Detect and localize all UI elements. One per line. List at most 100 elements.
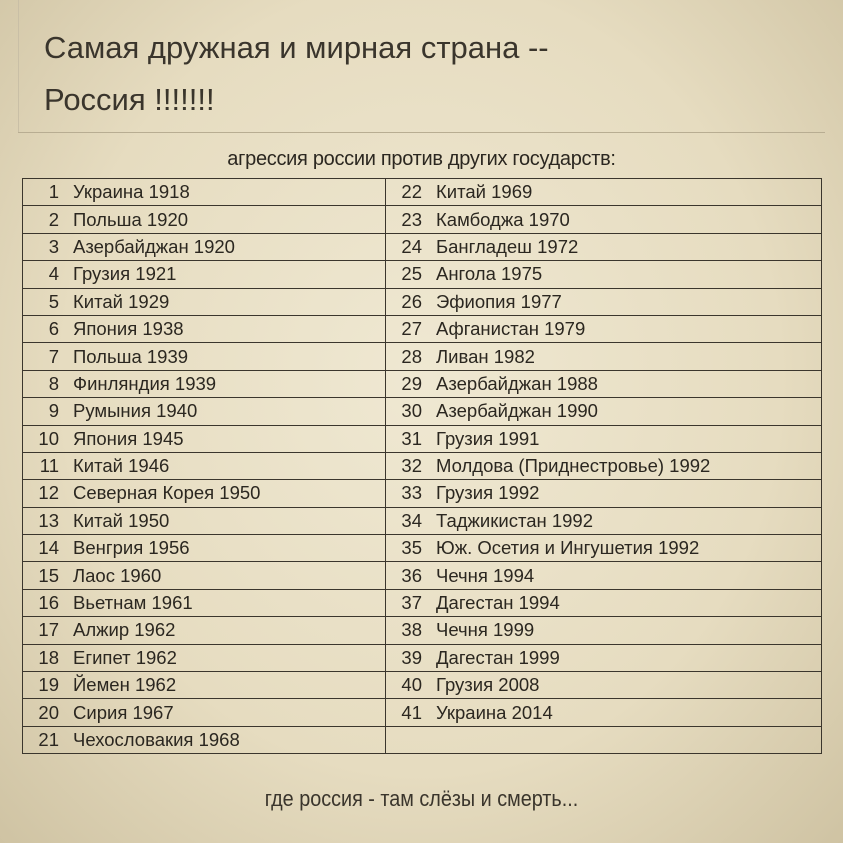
row-number: 17 [38,619,59,641]
table-row: 15 Лаос 1960 36 Чечня 1994 [22,561,822,590]
table-row: 16 Вьетнам 1961 37 Дагестан 1994 [22,588,822,618]
row-number: 36 [401,564,422,586]
country-year: Бангладеш 1972 [436,235,579,257]
table-cell: 9 Румыния 1940 [22,397,386,426]
country-year: Молдова (Приднестровье) 1992 [436,455,711,477]
table-cell: 37 Дагестан 1994 [385,588,822,618]
country-year: Украина 2014 [436,701,553,723]
table-cell: 19 Йемен 1962 [22,671,386,700]
row-number: 27 [401,318,422,340]
divider [18,0,19,132]
row-number: 20 [38,701,59,723]
country-year: Грузия 1991 [436,427,540,449]
country-year: Украина 1918 [73,181,190,203]
table-cell: 21 Чехословакия 1968 [22,725,386,755]
country-year: Япония 1945 [73,427,184,449]
row-number: 24 [401,235,422,257]
country-year: Йемен 1962 [73,674,177,696]
row-number: 19 [38,674,59,696]
table-cell: 11 Китай 1946 [22,451,386,481]
row-number: 31 [401,427,422,449]
row-number: 10 [38,427,59,449]
country-year: Юж. Осетия и Ингушетия 1992 [436,537,700,559]
table-cell: 3 Азербайджан 1920 [22,232,386,262]
table-row: 17 Алжир 1962 38 Чечня 1999 [22,616,822,645]
row-number: 32 [401,455,422,477]
country-year: Китай 1946 [73,455,170,477]
table-cell: 36 Чечня 1994 [385,561,822,590]
table-cell: 25 Ангола 1975 [385,260,822,289]
row-number: 2 [48,208,59,230]
table-cell: 16 Вьетнам 1961 [22,588,386,618]
table-cell [385,725,822,755]
row-number: 15 [38,564,59,586]
country-year: Таджикистан 1992 [436,509,594,531]
country-year: Финляндия 1939 [73,372,217,394]
title-line-2: Россия !!!!!!! [44,82,215,117]
table-cell: 7 Польша 1939 [22,342,386,371]
row-number: 13 [38,509,59,531]
country-year: Япония 1938 [73,318,184,340]
country-year: Грузия 1921 [73,263,177,285]
row-number: 23 [401,208,422,230]
table-row: 2 Польша 1920 23 Камбоджа 1970 [22,205,822,234]
table-row: 21 Чехословакия 1968 [22,725,822,755]
row-number: 9 [48,400,59,422]
table-caption: агрессия россии против других государств… [227,148,616,170]
table-cell: 4 Грузия 1921 [22,260,386,289]
country-year: Ангола 1975 [436,263,543,285]
row-number: 1 [48,181,59,203]
country-year: Китай 1969 [436,181,533,203]
table-cell: 29 Азербайджан 1988 [385,369,822,399]
table-row: 6 Япония 1938 27 Афганистан 1979 [22,314,822,344]
table-cell: 1 Украина 1918 [22,177,386,207]
table-row: 11 Китай 1946 32 Молдова (Приднестровье) 19… [22,451,822,481]
table-cell: 12 Северная Корея 1950 [22,479,386,508]
country-year: Чехословакия 1968 [73,729,240,750]
country-year: Китай 1950 [73,509,170,531]
row-number: 34 [401,509,422,531]
table-cell: 34 Таджикистан 1992 [385,506,822,536]
table-cell: 10 Япония 1945 [22,424,386,453]
table-row: 4 Грузия 1921 25 Ангола 1975 [22,260,822,289]
divider [18,132,825,133]
table-row: 19 Йемен 1962 40 Грузия 2008 [22,671,822,700]
row-number: 33 [401,482,422,504]
table-cell: 8 Финляндия 1939 [22,369,386,399]
row-number: 12 [38,482,59,504]
country-year: Азербайджан 1920 [73,235,235,257]
table-cell: 5 Китай 1929 [22,287,386,316]
country-year: Азербайджан 1988 [436,372,598,394]
table-cell: 30 Азербайджан 1990 [385,397,822,426]
title-line-1: Самая дружная и мирная страна -- [44,30,549,65]
row-number: 11 [39,455,59,477]
row-number: 14 [38,537,59,559]
table-cell: 38 Чечня 1999 [385,616,822,645]
table-cell: 18 Египет 1962 [22,643,386,673]
country-year: Вьетнам 1961 [73,592,193,614]
country-year: Лаос 1960 [73,564,162,586]
row-number: 3 [48,235,59,257]
table-cell: 20 Сирия 1967 [22,698,386,727]
country-year: Польша 1939 [73,345,189,367]
table-row: 8 Финляндия 1939 29 Азербайджан 1988 [22,369,822,399]
country-year: Китай 1929 [73,290,170,312]
row-number: 40 [401,674,422,696]
row-number: 39 [401,646,422,668]
row-number: 18 [38,646,59,668]
row-number: 37 [401,592,422,614]
table-row: 5 Китай 1929 26 Эфиопия 1977 [22,287,822,316]
country-year: Дагестан 1999 [436,646,560,668]
row-number: 16 [38,592,59,614]
country-year: Египет 1962 [73,646,177,668]
country-year: Грузия 1992 [436,482,540,504]
row-number: 21 [38,729,59,750]
row-number: 22 [401,181,422,203]
row-number: 25 [401,263,422,285]
table-cell: 33 Грузия 1992 [385,479,822,508]
table-row: 20 Сирия 1967 41 Украина 2014 [22,698,822,727]
table-cell: 35 Юж. Осетия и Ингушетия 1992 [385,534,822,563]
table-row: 10 Япония 1945 31 Грузия 1991 [22,424,822,453]
row-number: 7 [48,345,59,367]
table-cell: 2 Польша 1920 [22,205,386,234]
